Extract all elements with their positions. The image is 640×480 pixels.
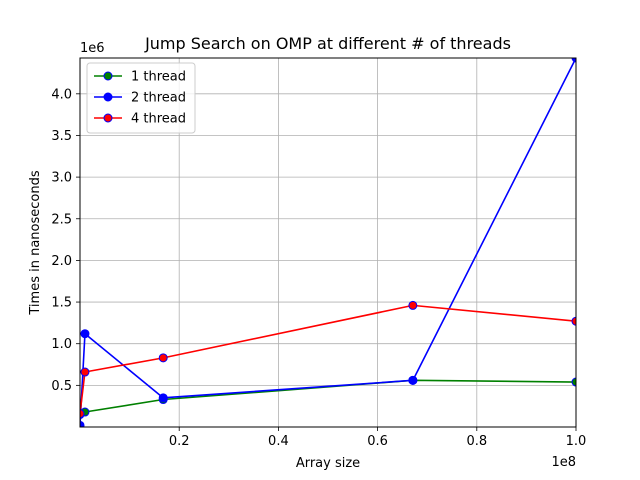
series-layer bbox=[80, 58, 576, 427]
legend-label: 4 thread bbox=[131, 112, 186, 127]
ticks: 0.2 0.4 0.6 0.8 1.0 0.5 1.0 1.5 2.0 2.5 3.0 3.5 4.0 bbox=[51, 87, 586, 449]
y-tick-label: 2.0 bbox=[51, 254, 72, 269]
y-axis-label: Times in nanoseconds bbox=[28, 170, 43, 315]
x-tick-label: 0.2 bbox=[169, 434, 190, 449]
y-axis-offset-label: 1e6 bbox=[80, 41, 105, 56]
plot-frame bbox=[79, 57, 577, 428]
y-tick-label: 2.5 bbox=[51, 212, 72, 227]
legend-marker bbox=[103, 92, 113, 102]
y-tick-label: 3.0 bbox=[51, 171, 72, 186]
data-point bbox=[158, 393, 168, 403]
series-3 bbox=[80, 300, 576, 419]
data-point bbox=[80, 420, 85, 427]
data-point bbox=[571, 316, 576, 326]
legend-marker bbox=[103, 113, 113, 123]
y-tick-label: 1.0 bbox=[51, 337, 72, 352]
data-point bbox=[408, 300, 418, 310]
series-2 bbox=[80, 58, 576, 427]
data-point bbox=[571, 58, 576, 63]
data-point bbox=[80, 409, 85, 419]
data-point bbox=[80, 329, 90, 339]
y-tick-label: 3.5 bbox=[51, 129, 72, 144]
chart-title: Jump Search on OMP at different # of thr… bbox=[144, 34, 511, 53]
y-tick-label: 4.0 bbox=[51, 87, 72, 102]
legend-label: 1 thread bbox=[131, 70, 186, 85]
legend-item: 1 thread bbox=[94, 70, 186, 85]
data-point bbox=[158, 353, 168, 363]
legend: 1 thread 2 thread 4 thread bbox=[86, 62, 196, 134]
legend-label: 2 thread bbox=[131, 91, 186, 106]
legend-box bbox=[86, 62, 196, 134]
data-point bbox=[80, 367, 90, 377]
legend-item: 2 thread bbox=[94, 91, 186, 106]
x-tick-label: 0.8 bbox=[466, 434, 487, 449]
x-axis-label: Array size bbox=[296, 456, 360, 471]
y-tick-label: 1.5 bbox=[51, 296, 72, 311]
x-tick-label: 0.6 bbox=[367, 434, 388, 449]
data-point bbox=[408, 375, 418, 385]
grid bbox=[80, 58, 577, 427]
y-tick-label: 0.5 bbox=[51, 379, 72, 394]
x-tick-label: 0.4 bbox=[268, 434, 289, 449]
x-tick-label: 1.0 bbox=[566, 434, 587, 449]
data-point bbox=[571, 377, 576, 387]
legend-item: 4 thread bbox=[94, 112, 186, 127]
legend-marker bbox=[103, 71, 113, 81]
x-axis-offset-label: 1e8 bbox=[551, 455, 576, 470]
